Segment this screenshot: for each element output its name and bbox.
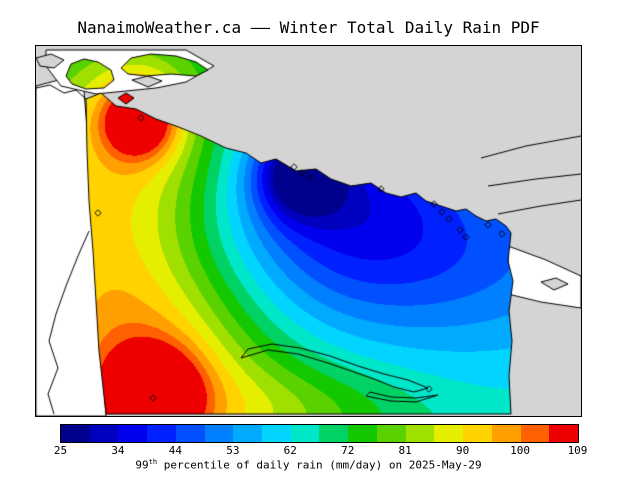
- colorbar-segment: [491, 425, 521, 442]
- colorbar-segment: [147, 425, 176, 442]
- caption-number: 99: [135, 458, 149, 472]
- caption: 99th percentile of daily rain (mm/day) o…: [35, 458, 582, 472]
- colorbar-segment: [463, 425, 492, 442]
- colorbar-segment: [89, 425, 119, 442]
- colorbar-segment: [434, 425, 464, 442]
- colorbar-tick-label: 90: [455, 444, 470, 457]
- colorbar-segment: [233, 425, 263, 442]
- colorbar-tick-label: 100: [510, 444, 530, 457]
- colorbar-segment: [348, 425, 377, 442]
- colorbar-tick-label: 109: [567, 444, 588, 457]
- colorbar-tick-label: 72: [341, 444, 355, 457]
- rain-contour-map: [36, 46, 581, 416]
- colorbar-segment: [405, 425, 435, 442]
- caption-text: percentile of daily rain (mm/day) on 202…: [157, 458, 482, 472]
- colorbar-tick-label: 44: [168, 444, 182, 457]
- colorbar-tick-label: 34: [111, 444, 125, 457]
- colorbar-segment: [290, 425, 320, 442]
- colorbar: [60, 424, 579, 443]
- map-frame: [35, 45, 582, 417]
- colorbar-tick-label: 53: [226, 444, 240, 457]
- colorbar-segment: [61, 425, 90, 442]
- colorbar-segment: [520, 425, 550, 442]
- colorbar-segment: [204, 425, 234, 442]
- colorbar-segment: [376, 425, 406, 442]
- colorbar-segment: [319, 425, 349, 442]
- colorbar-segment: [262, 425, 291, 442]
- page-title: NanaimoWeather.ca –– Winter Total Daily …: [77, 18, 540, 37]
- caption-superscript: th: [148, 458, 158, 466]
- colorbar-segment: [549, 425, 578, 442]
- colorbar-ticks: 25 34 44 53 62 72 81 90 100 109: [0, 444, 640, 457]
- colorbar-tick-label: 81: [398, 444, 412, 457]
- colorbar-tick-label: 62: [283, 444, 297, 457]
- colorbar-segment: [118, 425, 148, 442]
- colorbar-segment: [175, 425, 205, 442]
- colorbar-tick-label: 25: [53, 444, 68, 457]
